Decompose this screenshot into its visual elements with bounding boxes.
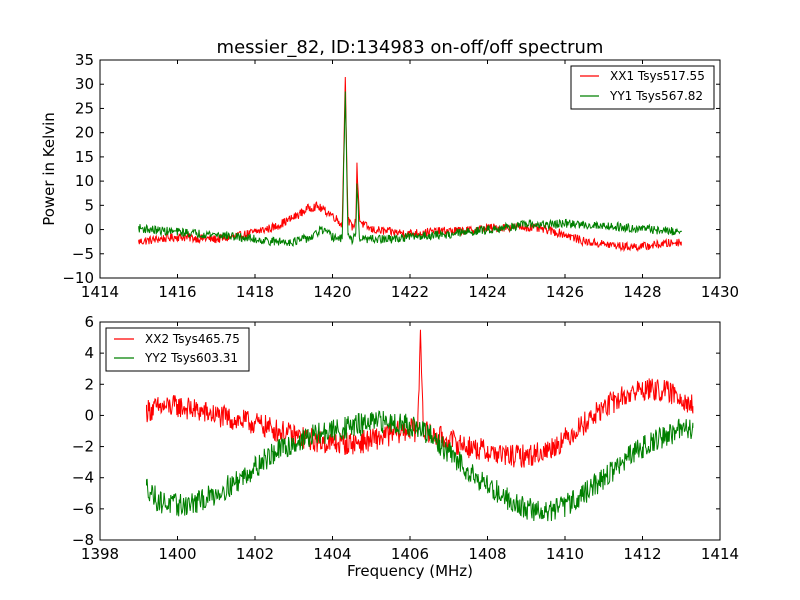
bottom-legend-label-yy2: YY2 Tsys603.31 bbox=[144, 351, 238, 365]
top-ytick-label: 30 bbox=[75, 75, 94, 93]
top-ytick-label: 25 bbox=[75, 99, 94, 117]
bottom-ytick-label: 6 bbox=[84, 313, 94, 331]
bottom-plot: 1398 1400 1402 1404 1406 1408 1410 1412 1414 −8 −6… bbox=[72, 313, 739, 580]
top-xtick-label: 1416 bbox=[158, 283, 196, 301]
bottom-xtick-label: 1414 bbox=[701, 545, 739, 563]
top-ytick-label: 0 bbox=[84, 221, 94, 239]
top-plot-series bbox=[138, 76, 682, 253]
bottom-ytick-label: −6 bbox=[72, 500, 94, 518]
top-legend-label-yy1: YY1 Tsys567.82 bbox=[609, 89, 703, 103]
top-ytick-label: 5 bbox=[84, 196, 94, 214]
bottom-ytick-label: −8 bbox=[72, 531, 94, 549]
top-plot-ticks: 1414 1416 1418 1420 1422 1424 1426 1428 1430 −10 −… bbox=[62, 51, 739, 301]
top-plot-ylabel: Power in Kelvin bbox=[40, 112, 58, 226]
bottom-xtick-label: 1410 bbox=[546, 545, 584, 563]
bottom-plot-legend: XX2 Tsys465.75 YY2 Tsys603.31 bbox=[105, 327, 250, 372]
bottom-series-yy2-line bbox=[146, 410, 694, 522]
top-ytick-label: 20 bbox=[75, 124, 94, 142]
bottom-series-xx2-line bbox=[146, 329, 694, 468]
bottom-xtick-label: 1400 bbox=[158, 545, 196, 563]
top-legend-label-xx1: XX1 Tsys517.55 bbox=[610, 69, 705, 83]
bottom-legend-label-xx2: XX2 Tsys465.75 bbox=[145, 332, 240, 346]
bottom-ytick-label: −2 bbox=[72, 438, 94, 456]
bottom-plot-series bbox=[146, 329, 694, 522]
top-series-yy1-line bbox=[138, 91, 682, 247]
bottom-xtick-label: 1406 bbox=[391, 545, 429, 563]
top-ytick-label: 15 bbox=[75, 148, 94, 166]
bottom-xtick-label: 1412 bbox=[623, 545, 661, 563]
bottom-xtick-label: 1402 bbox=[236, 545, 274, 563]
bottom-xtick-label: 1404 bbox=[313, 545, 351, 563]
top-xtick-label: 1414 bbox=[81, 283, 119, 301]
top-xtick-label: 1430 bbox=[701, 283, 739, 301]
top-xtick-label: 1420 bbox=[313, 283, 351, 301]
top-plot: messier_82, ID:134983 on-off/off spectru… bbox=[40, 37, 739, 301]
bottom-xtick-label: 1408 bbox=[468, 545, 506, 563]
top-ytick-label: 10 bbox=[75, 172, 94, 190]
top-legend-box bbox=[570, 65, 715, 110]
bottom-plot-xlabel: Frequency (MHz) bbox=[347, 562, 473, 580]
top-plot-title: messier_82, ID:134983 on-off/off spectru… bbox=[217, 37, 604, 58]
top-xtick-label: 1422 bbox=[391, 283, 429, 301]
bottom-ytick-label: −4 bbox=[72, 469, 94, 487]
top-xtick-label: 1426 bbox=[546, 283, 584, 301]
top-plot-legend: XX1 Tsys517.55 YY1 Tsys567.82 bbox=[570, 65, 715, 110]
bottom-xtick-label: 1398 bbox=[81, 545, 119, 563]
top-ytick-label: −10 bbox=[62, 269, 94, 287]
top-ytick-label: −5 bbox=[72, 245, 94, 263]
bottom-legend-box bbox=[105, 327, 250, 372]
top-xtick-label: 1424 bbox=[468, 283, 506, 301]
bottom-ytick-label: 0 bbox=[84, 406, 94, 424]
top-xtick-label: 1428 bbox=[623, 283, 661, 301]
top-xtick-label: 1418 bbox=[236, 283, 274, 301]
bottom-plot-ticks: 1398 1400 1402 1404 1406 1408 1410 1412 1414 −8 −6… bbox=[72, 313, 739, 563]
bottom-ytick-label: 4 bbox=[84, 344, 94, 362]
bottom-ytick-label: 2 bbox=[84, 375, 94, 393]
top-ytick-label: 35 bbox=[75, 51, 94, 69]
